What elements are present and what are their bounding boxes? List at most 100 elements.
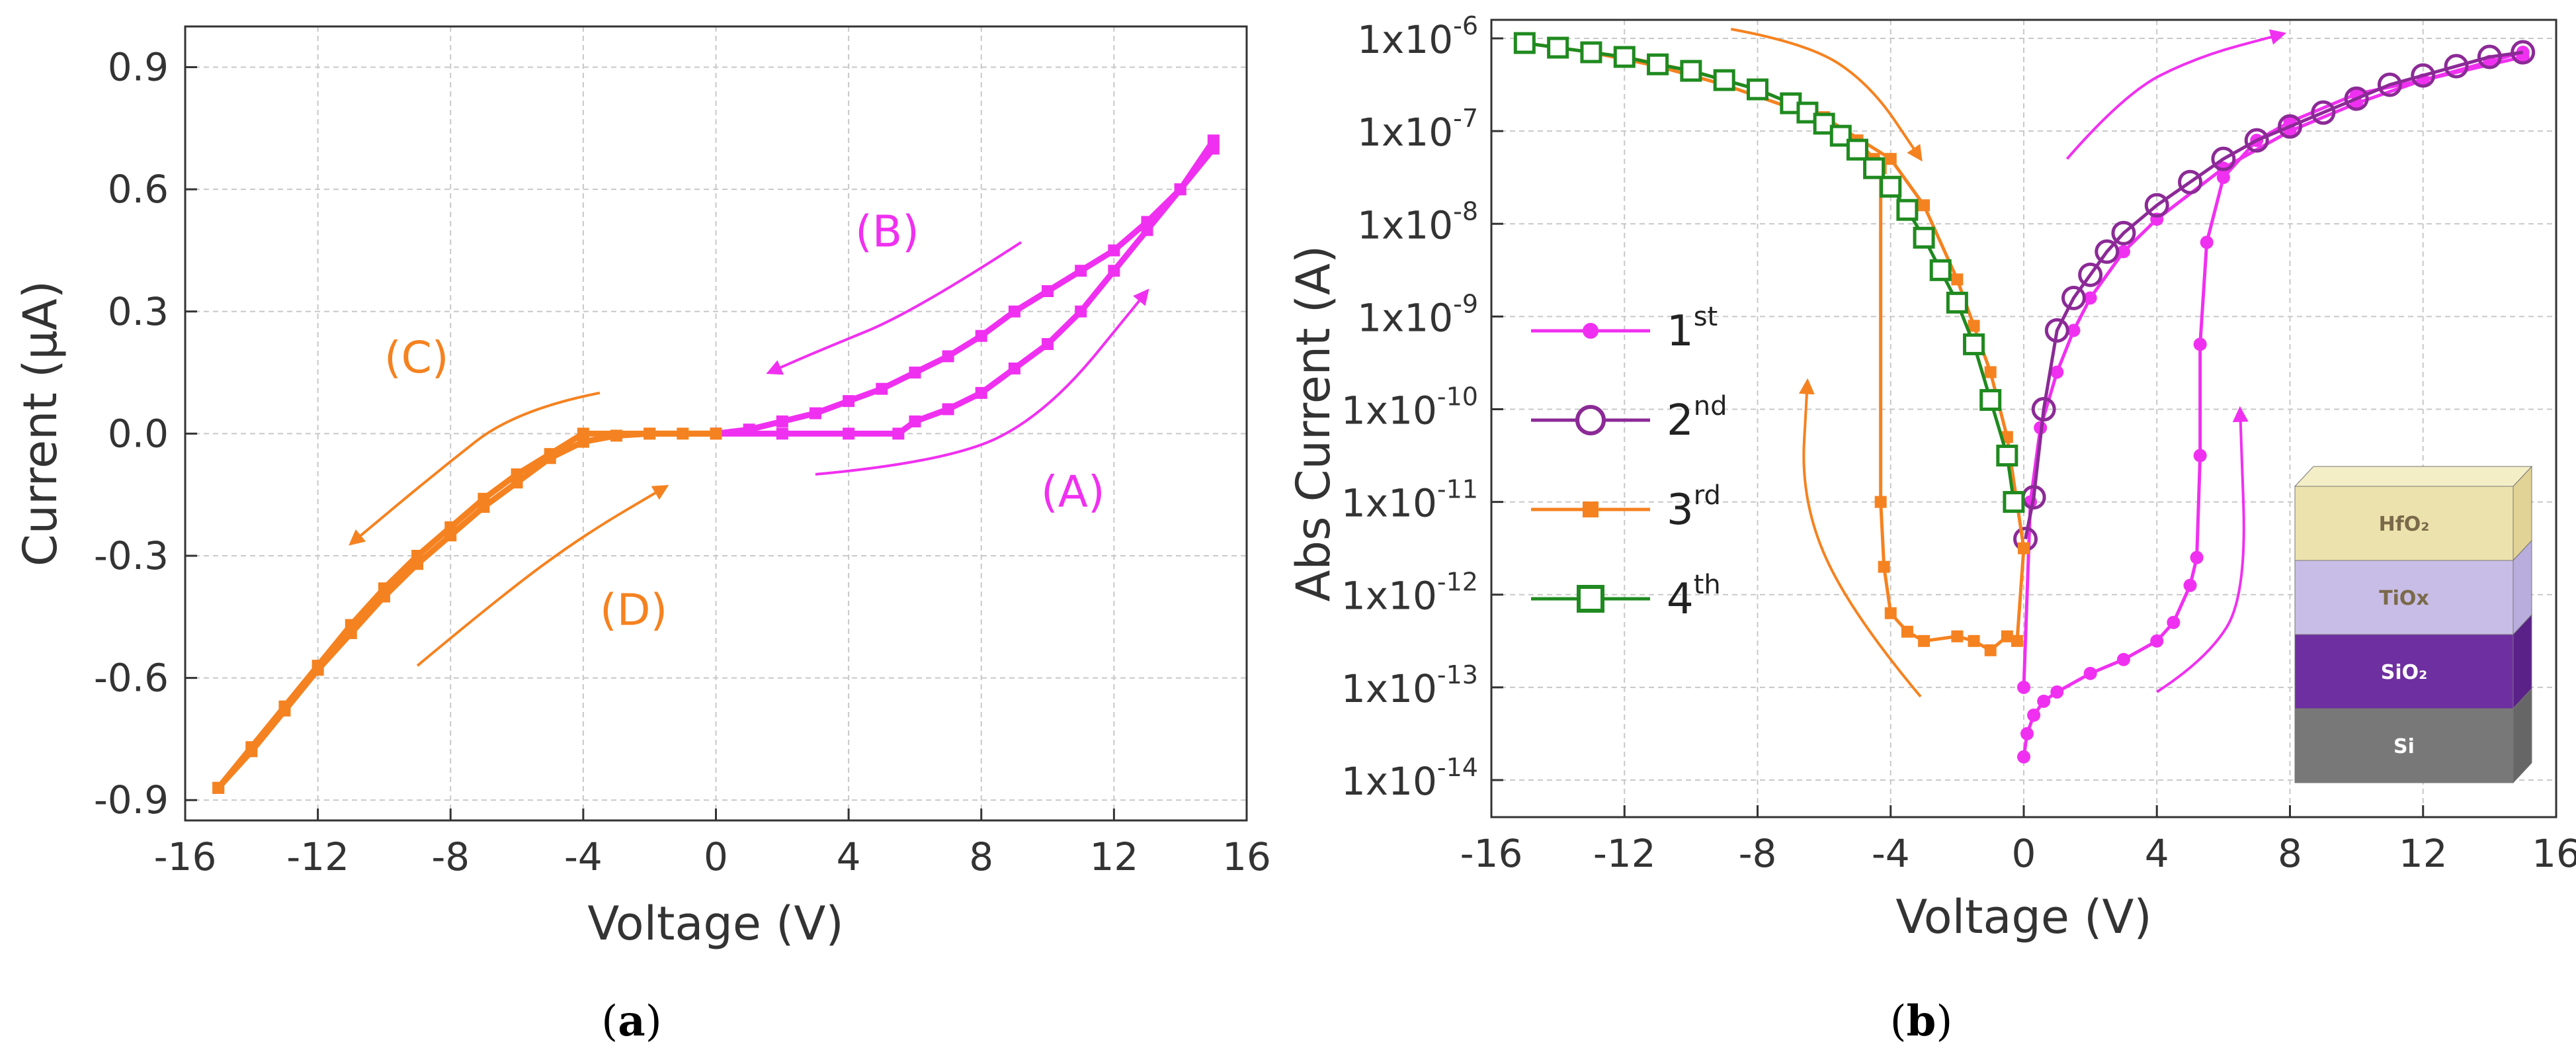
chart-b-data-point xyxy=(1901,625,1913,638)
chart-b-ytick-label: 1x10-14 xyxy=(1341,753,1478,804)
chart-b-data-point xyxy=(1680,60,1702,82)
chart-a-xtick-label: 12 xyxy=(1089,834,1138,879)
chart-a-data-point xyxy=(677,427,689,440)
sweep-annotation: (D) xyxy=(600,585,667,636)
chart-b-data-point xyxy=(2411,63,2436,88)
inset-layer-side xyxy=(2513,687,2532,784)
chart-b-series-line xyxy=(1524,41,2026,652)
chart-b-series-line xyxy=(2024,50,2524,540)
chart-a-series-line xyxy=(715,146,1216,437)
chart-a-data-point xyxy=(345,627,357,639)
chart-b-data-point xyxy=(1951,273,1964,286)
panel-label-b-letter: b xyxy=(1907,996,1936,1046)
chart-a-data-point xyxy=(942,403,954,416)
chart-a-data-point xyxy=(1108,265,1120,277)
chart-b-data-point xyxy=(1963,333,1985,355)
chart-a-data-point xyxy=(909,415,921,427)
chart-b-data-point xyxy=(2200,236,2214,249)
direction-arrow xyxy=(416,484,669,667)
chart-b-ytick-label: 1x10-13 xyxy=(1341,660,1478,711)
legend-marker xyxy=(1577,585,1604,613)
inset-layer-front xyxy=(2294,708,2514,783)
chart-b-data-point xyxy=(2244,128,2269,153)
panel-label-a: (a) xyxy=(601,996,661,1046)
chart-b-xtick-label: -4 xyxy=(1872,831,1910,876)
chart-b-data-point xyxy=(2377,72,2402,97)
chart-a-data-point xyxy=(876,382,888,395)
chart-b-data-point xyxy=(1968,320,1980,332)
direction-arrow xyxy=(815,288,1149,476)
inset-layer-label: SiO₂ xyxy=(2381,661,2428,684)
chart-b-data-point xyxy=(2183,578,2197,592)
chart-b-data-point xyxy=(2050,365,2064,379)
direction-arrow xyxy=(766,241,1022,375)
chart-b-data-point xyxy=(2111,220,2136,245)
chart-b: HfO₂ TiOx SiO₂ Si -16 -12 -8 -4 0 4 8 12 16 1x10-6 1x… xyxy=(1286,11,2576,1046)
chart-b-data-point xyxy=(2017,680,2030,694)
sweep-annotation: (B) xyxy=(855,206,919,257)
legend-label: 3rd xyxy=(1667,480,1721,535)
chart-b-xtick-label: -8 xyxy=(1739,831,1777,876)
chart-a-data-point xyxy=(378,590,390,603)
chart-a-series xyxy=(212,134,1220,794)
chart-a-frame xyxy=(184,25,1248,822)
chart-a-ytick-label: -0.6 xyxy=(94,656,169,701)
chart-b-data-point xyxy=(1979,388,2002,411)
chart-b-data-point xyxy=(1580,41,1602,64)
chart-b-data-point xyxy=(1713,69,1735,91)
chart-b-ytick-label: 1x10-6 xyxy=(1357,11,1478,62)
chart-b-legend: 1st 2nd 3rd 4th xyxy=(1531,302,1727,624)
chart-a-xtick-label: 0 xyxy=(704,834,728,879)
chart-b-data-point xyxy=(2067,324,2081,337)
chart-b-xtick-label: 16 xyxy=(2532,831,2576,876)
chart-b-xtick-label: 0 xyxy=(2012,831,2036,876)
chart-a-data-point xyxy=(245,745,258,758)
chart-a-data-point xyxy=(411,558,424,570)
chart-b-ytick-label: 1x10-8 xyxy=(1357,197,1478,247)
chart-b-data-point xyxy=(1884,607,1897,619)
chart-b-data-point xyxy=(1918,635,1931,647)
chart-a-data-point xyxy=(892,427,905,440)
chart-a-data-point xyxy=(776,415,788,427)
chart-b-data-point xyxy=(1747,78,1768,101)
chart-b-data-point xyxy=(2211,146,2236,171)
inset-layer-label: Si xyxy=(2393,735,2415,758)
chart-a-data-point xyxy=(710,427,722,440)
chart-b-data-point xyxy=(2150,634,2164,648)
legend-marker xyxy=(1583,323,1599,339)
chart-b-data-point xyxy=(2216,171,2230,185)
chart-b-data-point xyxy=(1884,153,1897,165)
chart-b-ticks: -16 -12 -8 -4 0 4 8 12 16 1x10-6 1x10-7 1x10-8 1x10-… xyxy=(1341,11,2576,876)
legend-label: 4th xyxy=(1667,570,1721,624)
chart-a-data-point xyxy=(1108,244,1120,257)
chart-a-direction-arrows xyxy=(349,241,1149,667)
chart-a-data-point xyxy=(278,704,291,717)
chart-a-data-point xyxy=(610,429,623,442)
chart-b-series xyxy=(1513,32,2536,764)
chart-b-data-point xyxy=(1918,199,1931,212)
chart-b-data-point xyxy=(1613,46,1636,68)
chart-b-xtick-label: -16 xyxy=(1460,831,1523,876)
chart-b-data-point xyxy=(1929,259,1952,281)
chart-a-data-point xyxy=(843,395,855,408)
inset-layer-front xyxy=(2294,634,2514,709)
chart-b-data-point xyxy=(2011,635,2023,647)
chart-a-data-point xyxy=(1207,142,1220,155)
chart-b-data-point xyxy=(2116,245,2130,259)
sweep-annotation: (A) xyxy=(1041,466,1105,517)
chart-a-data-point xyxy=(577,435,589,448)
chart-b-xlabel: Voltage (V) xyxy=(1895,890,2151,944)
direction-arrow xyxy=(2065,29,2287,160)
chart-a-ytick-label: 0.9 xyxy=(108,45,169,90)
chart-a-data-point xyxy=(1042,285,1054,297)
chart-a-data-point xyxy=(544,452,556,464)
chart-b-data-point xyxy=(2078,262,2103,287)
chart-a-data-point xyxy=(975,386,987,399)
inset-layer-label: TiOx xyxy=(2379,587,2429,610)
chart-a-ytick-label: -0.3 xyxy=(94,533,169,578)
chart-b-ytick-label: 1x10-7 xyxy=(1357,104,1478,155)
chart-b-data-point xyxy=(1946,291,1968,314)
chart-a-data-point xyxy=(212,781,225,794)
chart-b-data-point xyxy=(2001,630,2013,642)
chart-a-annotations: (A) (B) (C) (D) xyxy=(384,206,1105,635)
